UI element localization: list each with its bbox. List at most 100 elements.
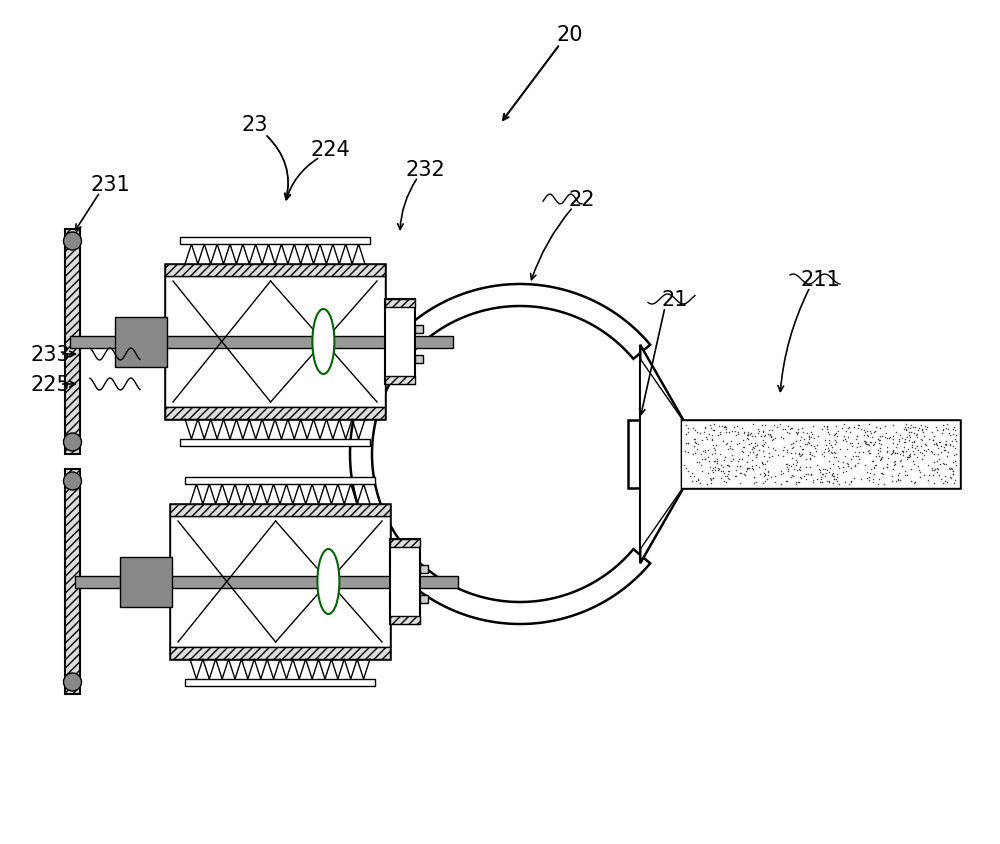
Point <box>703 477 719 490</box>
Point <box>760 468 776 482</box>
Point <box>715 465 731 479</box>
Point <box>828 436 844 450</box>
Point <box>783 437 799 451</box>
Point <box>789 455 805 468</box>
Point <box>835 465 851 479</box>
Point <box>744 454 760 468</box>
Bar <box>70 336 453 348</box>
Point <box>885 437 901 451</box>
Point <box>716 420 732 434</box>
Bar <box>165 265 385 277</box>
Bar <box>180 440 370 446</box>
Point <box>864 430 880 444</box>
Point <box>717 469 733 483</box>
Point <box>740 425 756 439</box>
Point <box>724 449 740 463</box>
Point <box>821 455 837 468</box>
Point <box>707 444 723 457</box>
Circle shape <box>64 473 82 490</box>
Point <box>680 425 696 439</box>
Point <box>828 427 844 441</box>
Point <box>704 448 720 462</box>
Point <box>947 455 963 468</box>
Point <box>790 426 806 440</box>
Bar <box>165 277 385 408</box>
Point <box>817 443 833 457</box>
Point <box>835 456 851 469</box>
Point <box>713 472 729 485</box>
Point <box>902 431 918 445</box>
Point <box>859 425 875 438</box>
Text: 22: 22 <box>569 190 595 210</box>
Point <box>732 460 748 473</box>
Point <box>792 440 808 453</box>
Point <box>790 476 806 490</box>
Point <box>942 439 958 452</box>
Point <box>942 470 958 484</box>
Point <box>889 438 905 452</box>
Point <box>860 445 876 458</box>
Point <box>698 431 714 445</box>
Point <box>821 444 837 457</box>
Point <box>821 465 837 479</box>
Point <box>747 440 763 453</box>
Point <box>747 436 763 450</box>
Point <box>714 420 730 434</box>
Point <box>873 452 889 466</box>
Text: 20: 20 <box>557 25 583 45</box>
Point <box>821 433 837 446</box>
Point <box>824 441 840 454</box>
Point <box>709 457 725 470</box>
Point <box>729 419 745 433</box>
Point <box>819 420 835 434</box>
Point <box>696 425 712 439</box>
Point <box>873 466 889 479</box>
Point <box>810 430 826 443</box>
Point <box>798 452 814 466</box>
Point <box>836 430 852 443</box>
Point <box>785 441 801 454</box>
Point <box>893 453 909 467</box>
Point <box>735 441 751 454</box>
Point <box>678 462 694 475</box>
Point <box>917 438 933 452</box>
Point <box>918 445 934 458</box>
Point <box>850 422 866 436</box>
Point <box>780 419 796 433</box>
Point <box>720 468 736 481</box>
Point <box>748 459 764 473</box>
Point <box>700 466 716 479</box>
Point <box>792 450 808 463</box>
Point <box>914 453 930 467</box>
Point <box>806 449 822 463</box>
Point <box>891 433 907 446</box>
Point <box>872 430 888 443</box>
Point <box>695 445 711 458</box>
Point <box>760 427 776 441</box>
Point <box>906 477 922 490</box>
Point <box>937 470 953 484</box>
Point <box>805 420 821 434</box>
Point <box>896 422 912 436</box>
Point <box>862 425 878 439</box>
Point <box>809 439 825 452</box>
Point <box>697 453 713 467</box>
Point <box>892 447 908 461</box>
Bar <box>390 539 420 625</box>
Point <box>796 470 812 484</box>
Point <box>945 423 961 436</box>
Point <box>894 460 910 473</box>
Point <box>924 463 940 477</box>
Point <box>899 468 915 482</box>
Point <box>945 456 961 469</box>
Point <box>717 421 733 435</box>
Point <box>938 435 954 448</box>
Point <box>872 445 888 458</box>
Point <box>891 436 907 449</box>
Point <box>825 458 841 472</box>
Point <box>817 434 833 447</box>
Point <box>858 436 874 449</box>
Point <box>835 434 851 447</box>
Point <box>930 463 946 476</box>
Point <box>885 430 901 443</box>
